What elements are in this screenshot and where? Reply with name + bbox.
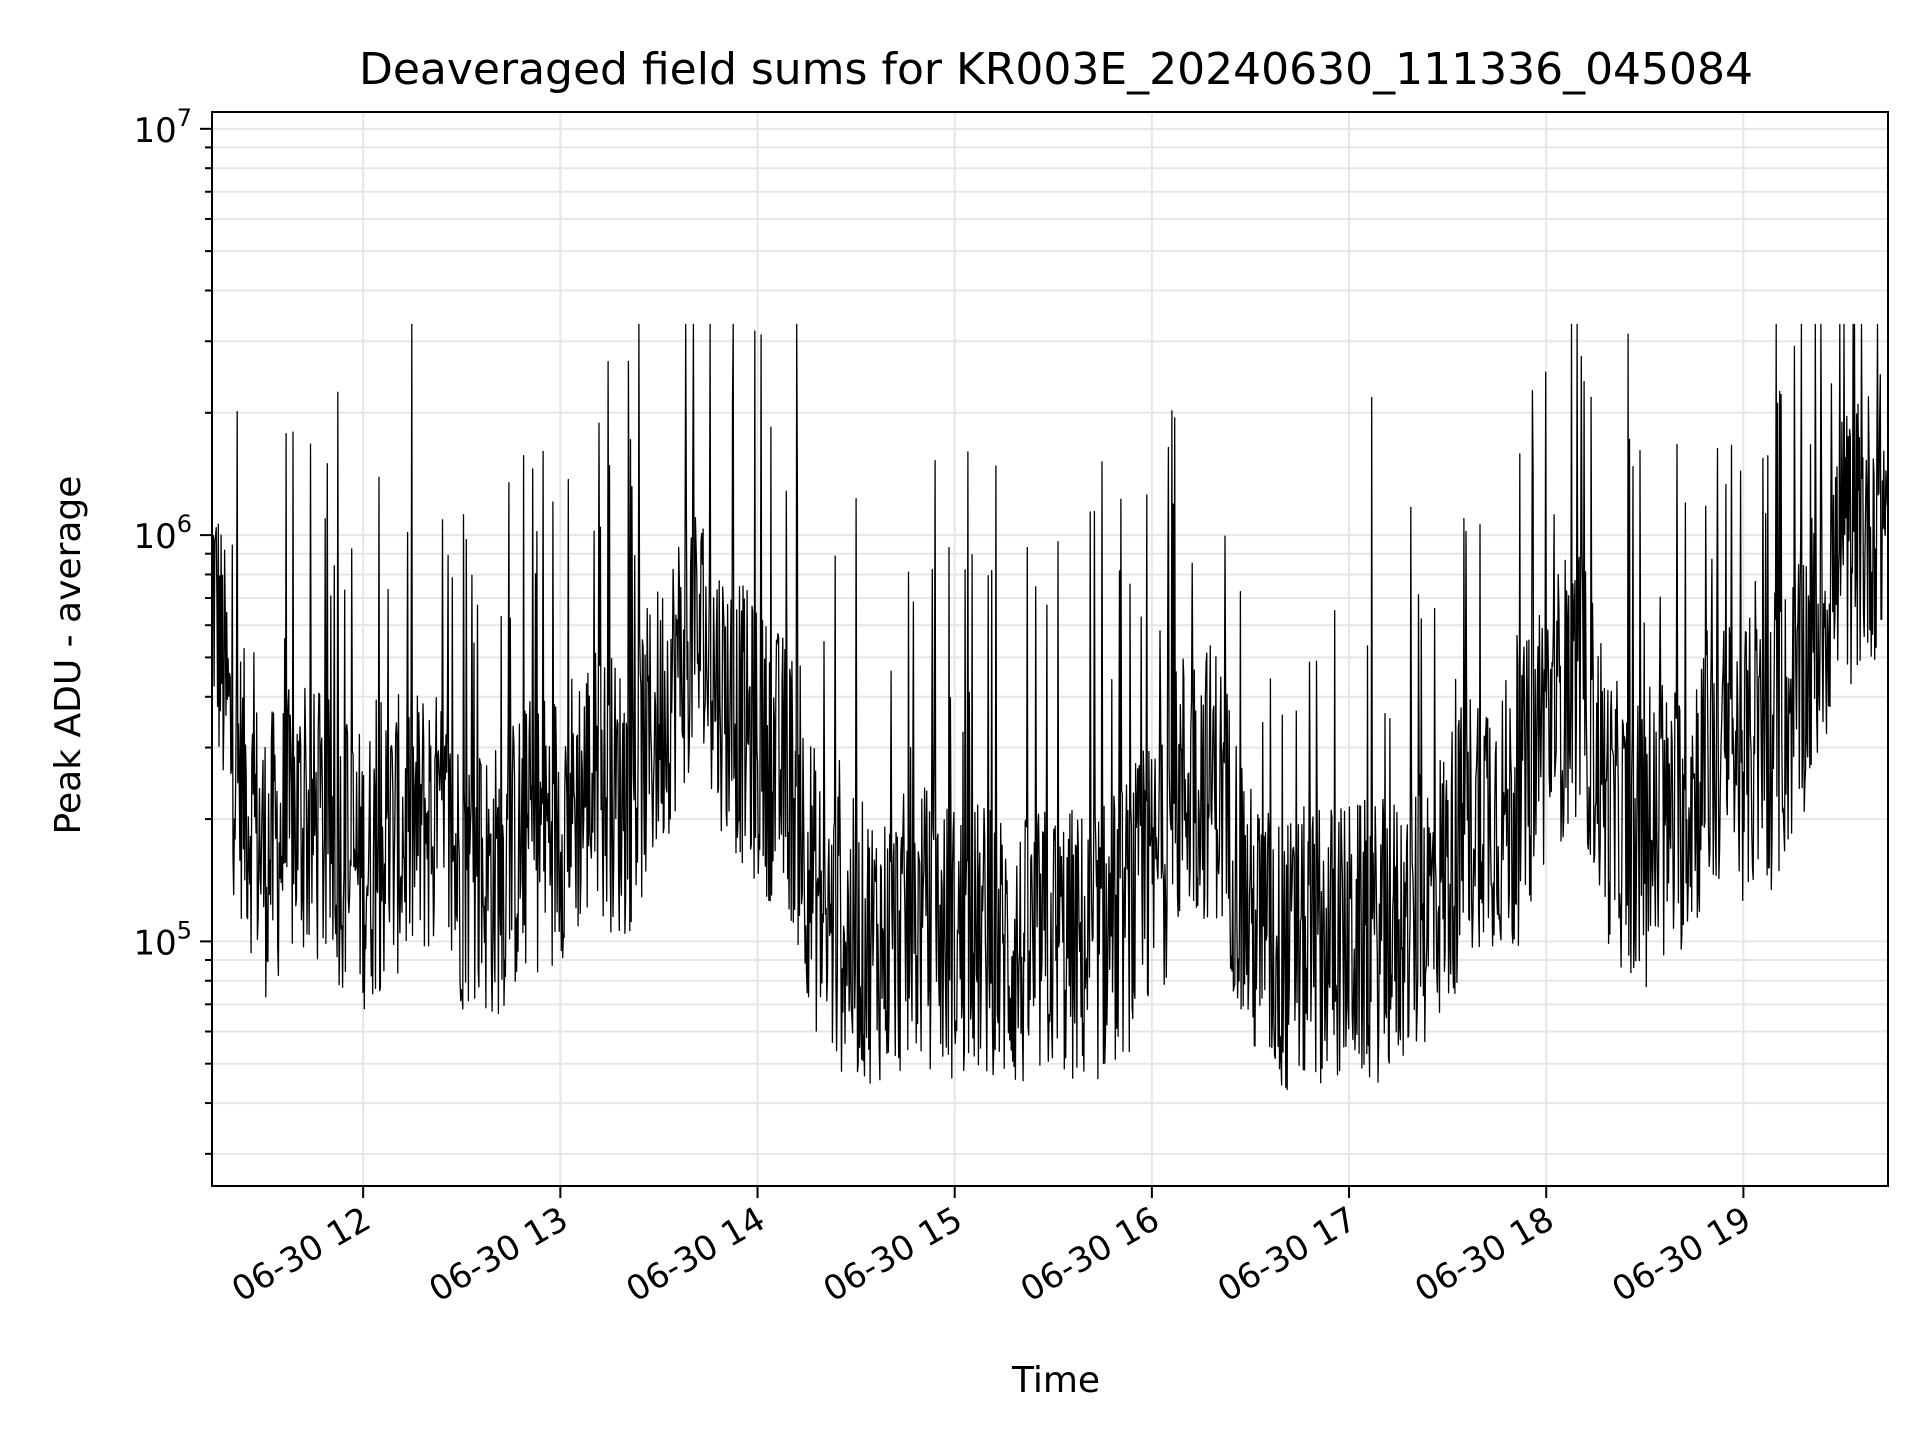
y-tick-label: 107 bbox=[133, 104, 192, 151]
y-tick-label: 105 bbox=[133, 916, 192, 963]
chart-title: Deaveraged field sums for KR003E_2024063… bbox=[359, 44, 1753, 95]
y-tick-label: 106 bbox=[133, 510, 192, 557]
y-axis-label: Peak ADU - average bbox=[48, 476, 89, 835]
x-axis-label: Time bbox=[1011, 1360, 1100, 1401]
data-layer bbox=[211, 323, 1889, 1091]
grid bbox=[212, 112, 1888, 1186]
plot-frame bbox=[211, 111, 1889, 1187]
series-line bbox=[211, 323, 1889, 1091]
